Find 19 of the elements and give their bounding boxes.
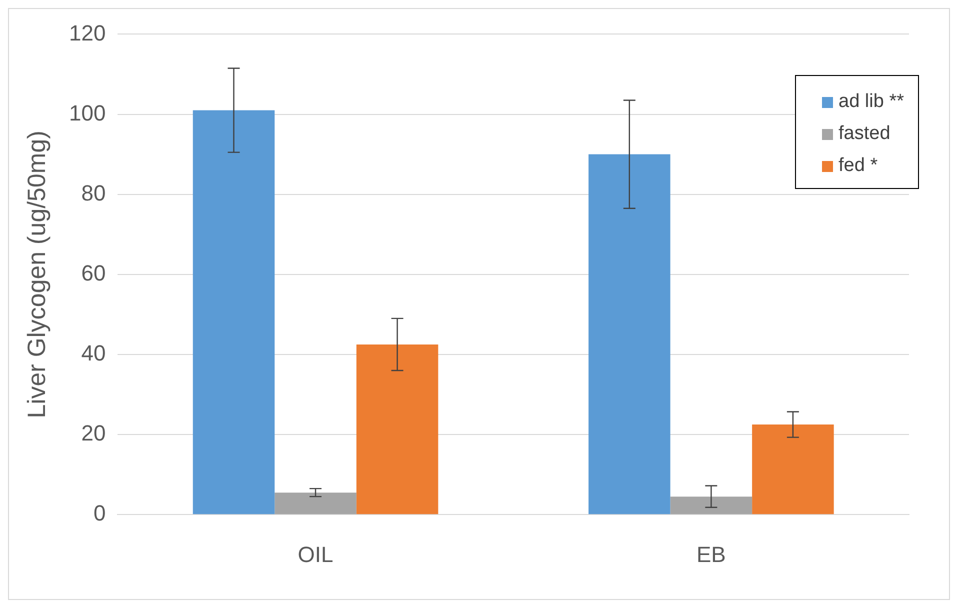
legend-label: fed * [838,155,878,177]
x-tick-label: EB [696,542,726,567]
y-tick-label: 120 [68,20,106,46]
y-axis-title: Liver Glycogen (ug/50mg) [22,130,51,418]
legend-label: ad lib ** [838,91,904,113]
y-tick-label: 40 [81,340,106,366]
bar [192,110,275,514]
y-tick-label: 60 [81,260,106,286]
y-tick-label: 100 [68,100,106,126]
bar [752,424,834,514]
y-tick-label: 80 [81,180,106,206]
y-tick-label: 20 [81,420,106,446]
legend-label: fasted [838,123,890,145]
bar [356,344,438,514]
x-tick-label: OIL [298,542,334,567]
bar [670,496,752,514]
bar [274,492,356,514]
bar [588,154,670,514]
y-tick-label: 0 [93,500,106,526]
